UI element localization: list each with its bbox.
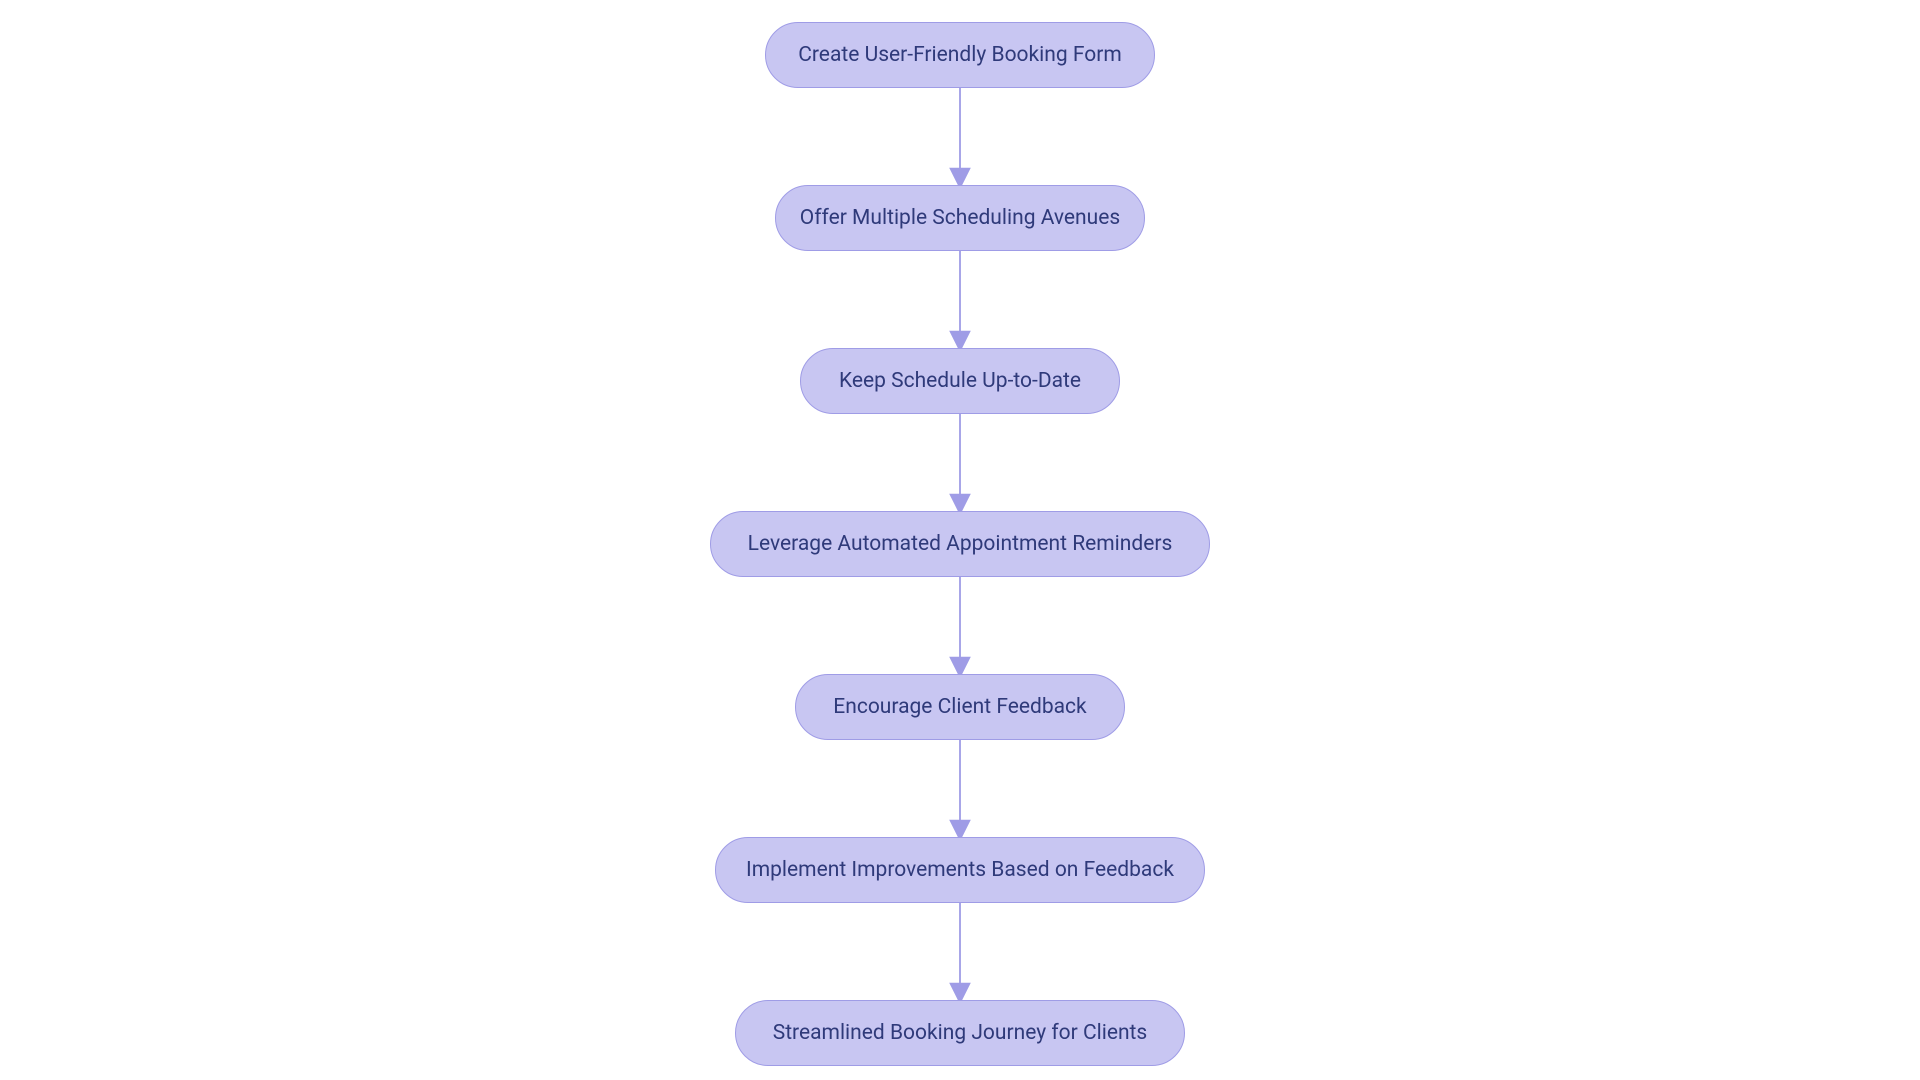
flow-node-n1: Create User-Friendly Booking Form [765,22,1155,88]
flow-node-n4: Leverage Automated Appointment Reminders [710,511,1210,577]
flow-node-label: Streamlined Booking Journey for Clients [773,1021,1148,1045]
flow-node-label: Implement Improvements Based on Feedback [746,858,1174,882]
flow-node-n6: Implement Improvements Based on Feedback [715,837,1205,903]
flow-node-label: Leverage Automated Appointment Reminders [748,532,1173,556]
flow-node-n2: Offer Multiple Scheduling Avenues [775,185,1145,251]
flow-node-label: Encourage Client Feedback [833,695,1086,719]
flow-node-n5: Encourage Client Feedback [795,674,1125,740]
flow-node-label: Create User-Friendly Booking Form [798,43,1122,67]
flow-node-label: Offer Multiple Scheduling Avenues [800,206,1120,230]
flow-node-n7: Streamlined Booking Journey for Clients [735,1000,1185,1066]
flow-node-n3: Keep Schedule Up-to-Date [800,348,1120,414]
flow-node-label: Keep Schedule Up-to-Date [839,369,1081,393]
flowchart-canvas: Create User-Friendly Booking Form Offer M… [0,0,1920,1080]
